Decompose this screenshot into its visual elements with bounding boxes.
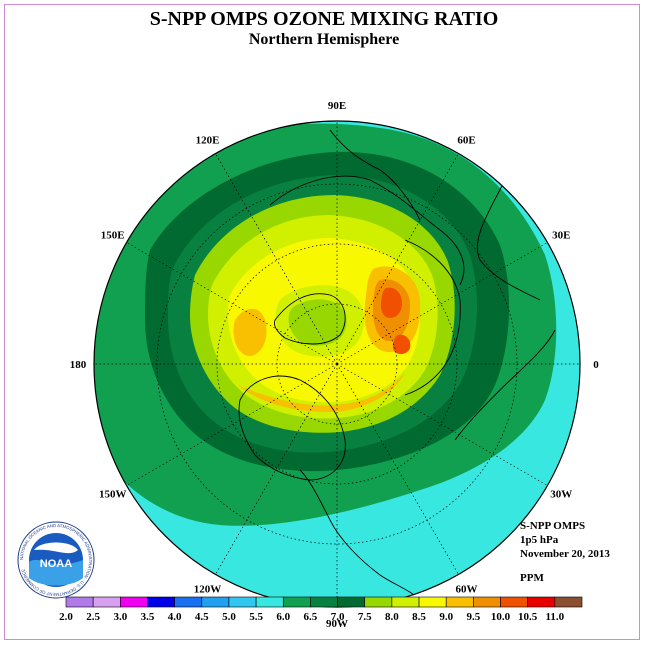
longitude-labels: 90E 60E 30E 0 30W 60W 90W 120W 150W 180 150E 120E bbox=[70, 100, 600, 630]
info-date: November 20, 2013 bbox=[520, 548, 610, 560]
colorbar-tick-label: 2.0 bbox=[59, 611, 73, 623]
polar-low-b bbox=[288, 299, 347, 346]
colorbar-swatch bbox=[201, 596, 230, 608]
colorbar: 2.0 2.5 3.0 3.5 4.0 4.5 5.0 5.5 6.0 6.5 7.0 7.5 8.0 8… bbox=[59, 596, 583, 623]
colorbar-swatch bbox=[500, 596, 528, 608]
band-9-0 bbox=[238, 372, 405, 412]
info-units: PPM bbox=[520, 572, 544, 584]
colorbar-tick-label: 9.0 bbox=[439, 611, 453, 623]
colorbar-tick-label: 11.0 bbox=[546, 611, 565, 623]
colorbar-tick-label: 4.5 bbox=[195, 611, 209, 623]
lon-label: 60W bbox=[456, 583, 478, 595]
colorbar-swatch bbox=[337, 596, 366, 608]
noaa-logo: NOAA NATIONAL OCEANIC AND ATMOSPHERIC AD… bbox=[17, 521, 95, 599]
lon-label: 0 bbox=[593, 359, 599, 371]
map-title: S-NPP OMPS OZONE MIXING RATIO bbox=[149, 8, 499, 30]
colorbar-swatch bbox=[228, 596, 257, 608]
colorbar-tick-label: 10.0 bbox=[491, 611, 511, 623]
colorbar-tick-label: 10.5 bbox=[518, 611, 538, 623]
high-west bbox=[233, 308, 267, 356]
graticule bbox=[94, 121, 580, 607]
high-east-d bbox=[392, 334, 411, 355]
map-subtitle: Northern Hemisphere bbox=[248, 31, 400, 48]
colorbar-tick-label: 6.5 bbox=[304, 611, 318, 623]
colorbar-swatch bbox=[255, 596, 284, 608]
colorbar-swatch bbox=[391, 596, 420, 608]
colorbar-swatch bbox=[282, 596, 311, 608]
info-level: 1p5 hPa bbox=[520, 534, 559, 546]
lon-label: 90W bbox=[326, 618, 348, 630]
lon-label: 180 bbox=[70, 359, 87, 371]
lon-label: 120E bbox=[196, 135, 220, 147]
colorbar-tick-label: 5.0 bbox=[222, 611, 236, 623]
colorbar-swatch bbox=[310, 596, 338, 608]
colorbar-swatch bbox=[473, 596, 501, 608]
colorbar-tick-label: 3.0 bbox=[113, 611, 127, 623]
lon-label: 30W bbox=[550, 489, 572, 501]
colorbar-swatch bbox=[147, 596, 175, 608]
info-instrument: S-NPP OMPS bbox=[520, 520, 586, 532]
high-east-c bbox=[380, 287, 402, 318]
lon-label: 30E bbox=[552, 230, 570, 242]
figure-frame bbox=[4, 4, 640, 640]
meridian-line bbox=[126, 363, 338, 486]
colorbar-tick-label: 4.0 bbox=[168, 611, 182, 623]
colorbar-tick-label: 3.5 bbox=[141, 611, 155, 623]
colorbar-tick-label: 2.5 bbox=[86, 611, 100, 623]
colorbar-tick-label: 8.0 bbox=[385, 611, 399, 623]
meridian-line bbox=[126, 242, 338, 365]
colorbar-swatch bbox=[120, 596, 148, 608]
meridian-line bbox=[336, 153, 459, 365]
colorbar-swatch bbox=[527, 596, 556, 608]
colorbar-tick-label: 9.5 bbox=[466, 611, 480, 623]
meridian-line bbox=[336, 363, 548, 486]
lon-label: 120W bbox=[194, 583, 222, 595]
colorbar-swatch bbox=[445, 596, 474, 608]
ozone-field bbox=[94, 121, 580, 607]
colorbar-tick-label: 5.5 bbox=[249, 611, 263, 623]
lon-label: 150W bbox=[99, 489, 127, 501]
meridian-line bbox=[215, 153, 338, 365]
coastlines bbox=[238, 129, 556, 601]
lon-label: 60E bbox=[457, 135, 475, 147]
colorbar-swatch bbox=[92, 596, 121, 608]
colorbar-tick-label: 8.5 bbox=[412, 611, 426, 623]
colorbar-tick-label: 6.0 bbox=[276, 611, 290, 623]
meridian-line bbox=[215, 363, 338, 575]
colorbar-tick-label: 7.0 bbox=[331, 611, 345, 623]
colorbar-swatch bbox=[364, 596, 393, 608]
colorbar-swatch bbox=[418, 596, 447, 608]
lon-label: 90E bbox=[328, 100, 346, 112]
colorbar-swatch bbox=[174, 596, 203, 608]
meridian-line bbox=[336, 242, 548, 365]
lon-label: 150E bbox=[101, 230, 125, 242]
colorbar-tick-label: 7.5 bbox=[358, 611, 372, 623]
noaa-logo-text: NOAA bbox=[40, 558, 72, 570]
meridian-line bbox=[336, 363, 459, 575]
colorbar-swatch bbox=[554, 596, 583, 608]
